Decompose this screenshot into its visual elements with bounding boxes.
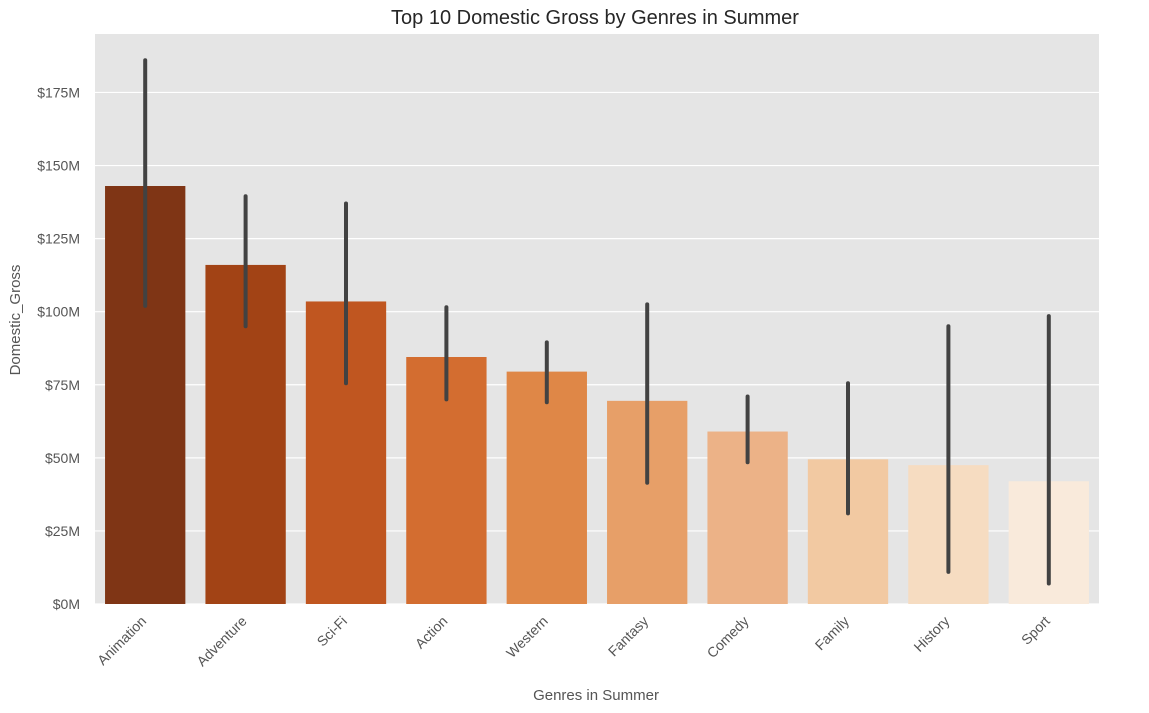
chart-title: Top 10 Domestic Gross by Genres in Summe… (391, 7, 799, 29)
x-tick-label: Sci-Fi (314, 613, 351, 650)
x-tick-label: History (910, 613, 952, 655)
x-axis-ticks: Animation Adventure Sci-Fi Action Western Fan… (94, 613, 1053, 670)
y-tick-label: $125M (37, 231, 80, 247)
x-tick-label: Action (412, 613, 451, 652)
bars (105, 186, 1089, 604)
y-tick-label: $75M (45, 377, 80, 393)
y-axis-ticks: $0M $25M $50M $75M $100M $125M $150M $175M (37, 84, 80, 612)
y-axis-label: Domestic_Gross (7, 265, 24, 376)
y-tick-label: $50M (45, 450, 80, 466)
bar-western (506, 371, 587, 604)
x-tick-label: Sport (1018, 613, 1053, 648)
y-tick-label: $0M (53, 596, 80, 612)
x-tick-label: Comedy (704, 613, 752, 661)
y-tick-label: $100M (37, 304, 80, 320)
y-tick-label: $150M (37, 158, 80, 174)
y-tick-label: $175M (37, 84, 80, 100)
x-tick-label: Family (812, 613, 852, 653)
x-tick-label: Western (503, 613, 551, 661)
x-tick-label: Fantasy (605, 613, 652, 660)
y-tick-label: $25M (45, 523, 80, 539)
x-tick-label: Adventure (193, 613, 250, 670)
error-bars (143, 58, 1051, 586)
x-tick-label: Animation (94, 613, 149, 668)
x-axis-label: Genres in Summer (533, 687, 659, 704)
